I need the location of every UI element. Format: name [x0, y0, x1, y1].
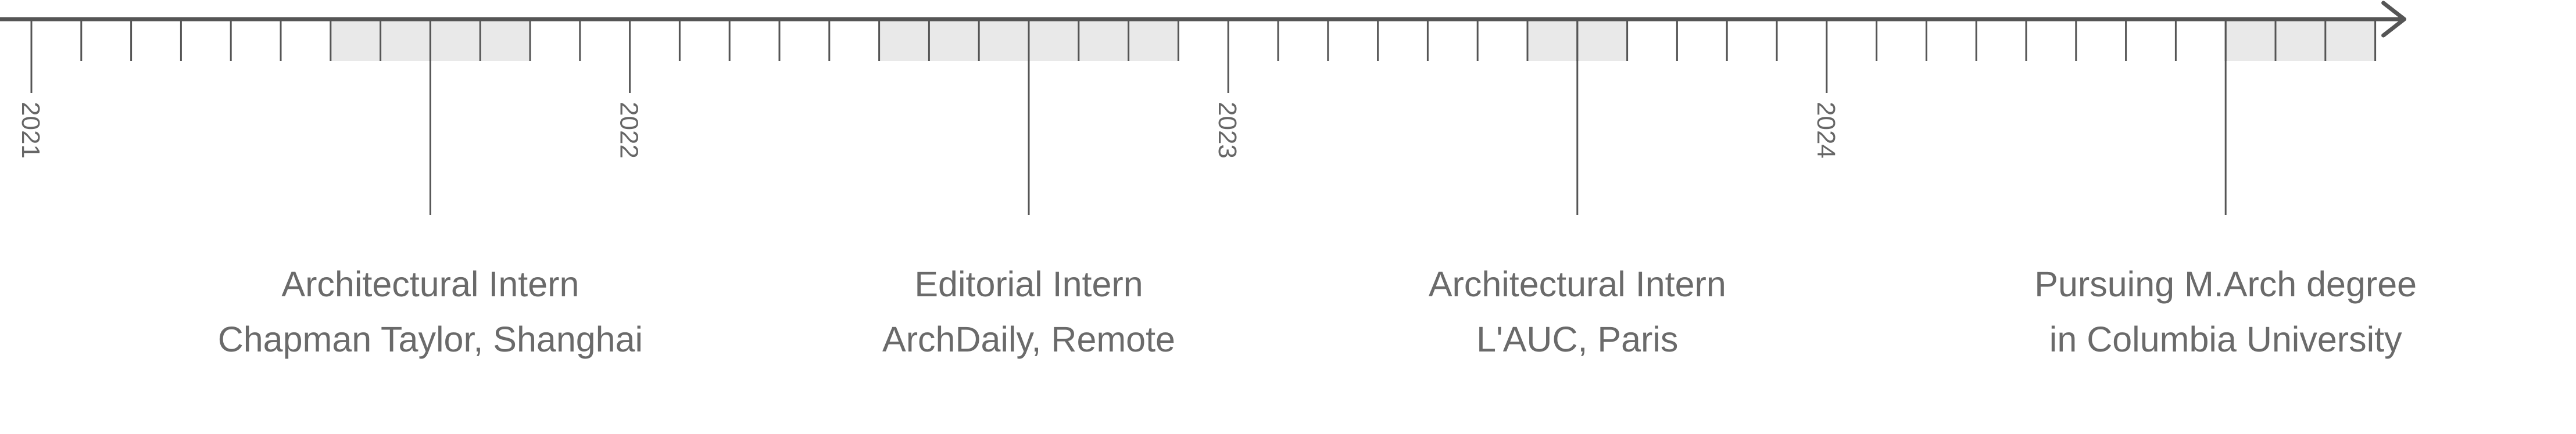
timeline-events: Architectural Intern Chapman Taylor, Shan…: [218, 19, 2417, 359]
highlight-band-4: [2226, 19, 2375, 61]
year-labels: 2021 2022 2023 2024: [16, 102, 1840, 159]
highlight-bands: [330, 19, 2375, 61]
year-label-2024: 2024: [1812, 102, 1840, 159]
timeline-axis: [0, 1, 2407, 38]
event-subtitle: in Columbia University: [2049, 320, 2402, 359]
timeline-event-2: Editorial Intern ArchDaily, Remote: [882, 19, 1175, 359]
timeline-event-1: Architectural Intern Chapman Taylor, Shan…: [218, 19, 643, 359]
year-label-2022: 2022: [615, 102, 643, 159]
event-subtitle: ArchDaily, Remote: [882, 320, 1175, 359]
axis-arrow-icon: [2381, 1, 2407, 38]
timeline-event-4: Pursuing M.Arch degree in Columbia Univer…: [2034, 19, 2417, 359]
event-title: Pursuing M.Arch degree: [2034, 264, 2417, 304]
event-subtitle: Chapman Taylor, Shanghai: [218, 320, 643, 359]
year-label-2021: 2021: [16, 102, 45, 159]
event-title: Architectural Intern: [281, 264, 579, 304]
event-title: Architectural Intern: [1429, 264, 1726, 304]
year-label-2023: 2023: [1213, 102, 1242, 159]
event-subtitle: L'AUC, Paris: [1476, 320, 1678, 359]
month-ticks: [30, 19, 2377, 93]
event-title: Editorial Intern: [914, 264, 1143, 304]
timeline-event-3: Architectural Intern L'AUC, Paris: [1429, 19, 1726, 359]
